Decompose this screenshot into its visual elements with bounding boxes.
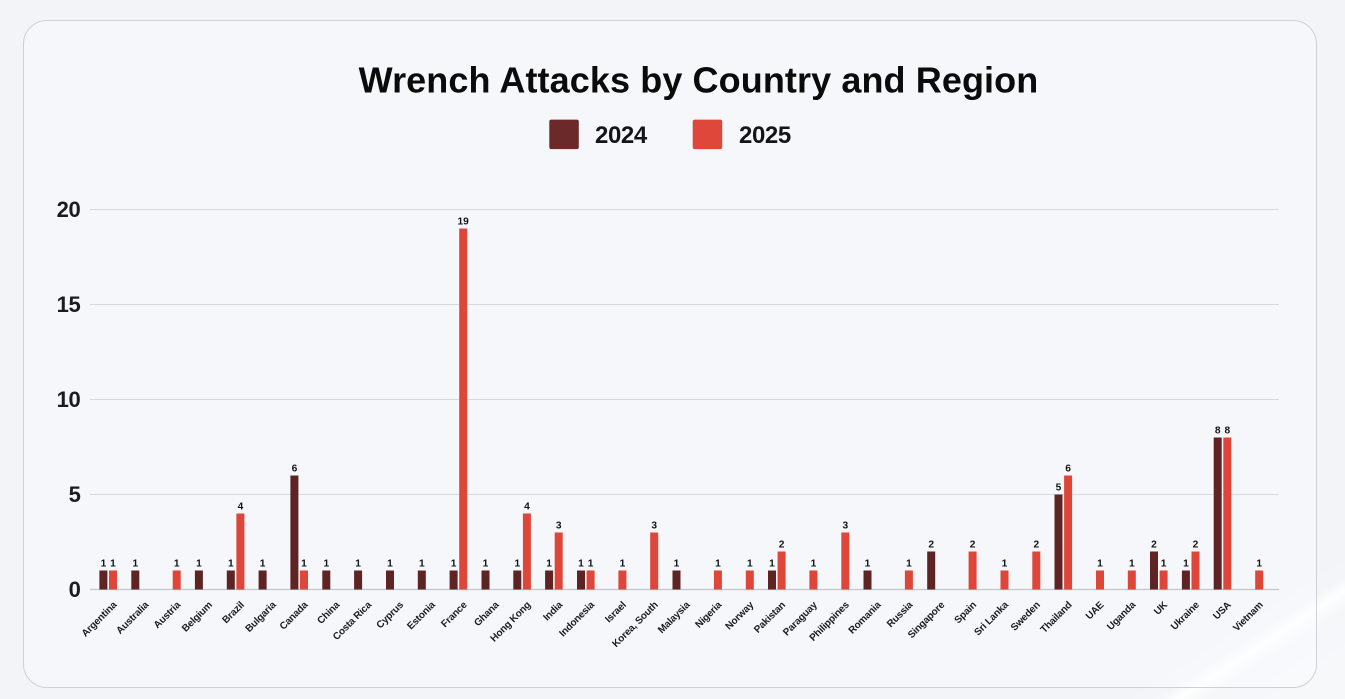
svg-text:Austria: Austria: [152, 599, 184, 631]
svg-text:Cyprus: Cyprus: [375, 599, 407, 631]
svg-text:1: 1: [132, 559, 138, 570]
svg-text:5: 5: [69, 482, 81, 507]
svg-text:Bulgaria: Bulgaria: [244, 599, 279, 634]
svg-text:6: 6: [292, 464, 298, 475]
svg-text:8: 8: [1215, 426, 1221, 437]
svg-text:France: France: [439, 599, 470, 630]
svg-text:Sri Lanka: Sri Lanka: [972, 599, 1011, 638]
svg-text:Romania: Romania: [847, 599, 884, 636]
svg-text:Australia: Australia: [114, 599, 151, 636]
svg-text:3: 3: [556, 521, 562, 532]
svg-text:1: 1: [865, 559, 871, 570]
svg-text:1: 1: [174, 559, 180, 570]
svg-text:0: 0: [69, 577, 81, 602]
svg-text:UAE: UAE: [1084, 599, 1107, 622]
svg-text:4: 4: [524, 502, 530, 513]
svg-text:Belgium: Belgium: [180, 600, 215, 635]
svg-text:China: China: [316, 599, 343, 626]
svg-text:2: 2: [1193, 540, 1199, 551]
svg-text:Ghana: Ghana: [472, 599, 502, 629]
svg-text:1: 1: [110, 559, 116, 570]
svg-text:3: 3: [842, 521, 848, 532]
svg-text:Vietnam: Vietnam: [1231, 600, 1265, 634]
svg-text:1: 1: [769, 559, 775, 570]
svg-text:20: 20: [57, 197, 81, 222]
svg-text:4: 4: [238, 502, 244, 513]
svg-text:6: 6: [1065, 464, 1071, 475]
svg-text:1: 1: [715, 559, 721, 570]
svg-text:1: 1: [483, 559, 489, 570]
svg-text:Russia: Russia: [885, 599, 916, 630]
svg-text:5: 5: [1056, 483, 1062, 494]
svg-text:Ukraine: Ukraine: [1169, 599, 1202, 632]
svg-text:2025: 2025: [739, 122, 791, 149]
svg-text:Brazil: Brazil: [221, 600, 247, 626]
svg-text:1: 1: [1161, 559, 1167, 570]
svg-text:1: 1: [620, 559, 626, 570]
svg-text:Spain: Spain: [953, 600, 979, 626]
svg-text:1: 1: [906, 559, 912, 570]
svg-text:10: 10: [57, 387, 81, 412]
svg-text:1: 1: [387, 559, 393, 570]
svg-text:2: 2: [928, 540, 934, 551]
svg-text:1: 1: [674, 559, 680, 570]
svg-text:1: 1: [588, 559, 594, 570]
svg-text:1: 1: [451, 559, 457, 570]
svg-text:Sweden: Sweden: [1009, 600, 1043, 634]
svg-text:Indonesia: Indonesia: [557, 599, 597, 639]
svg-text:Uganda: Uganda: [1105, 599, 1138, 632]
svg-text:19: 19: [458, 217, 470, 228]
svg-text:1: 1: [514, 559, 520, 570]
svg-text:1: 1: [323, 559, 329, 570]
svg-text:Argentina: Argentina: [80, 599, 120, 639]
svg-text:2: 2: [779, 540, 785, 551]
svg-text:1: 1: [1129, 559, 1135, 570]
svg-text:Thailand: Thailand: [1039, 600, 1075, 636]
svg-text:USA: USA: [1211, 600, 1233, 622]
svg-text:8: 8: [1224, 426, 1230, 437]
svg-text:15: 15: [57, 292, 81, 317]
svg-text:2: 2: [970, 540, 976, 551]
svg-text:1: 1: [260, 559, 266, 570]
svg-text:1: 1: [546, 559, 552, 570]
svg-text:1: 1: [747, 559, 753, 570]
svg-text:Wrench Attacks by Country and: Wrench Attacks by Country and Region: [359, 60, 1039, 101]
svg-text:1: 1: [196, 559, 202, 570]
svg-text:1: 1: [419, 559, 425, 570]
svg-text:Estonia: Estonia: [405, 599, 438, 632]
svg-text:1: 1: [101, 559, 107, 570]
svg-text:2024: 2024: [595, 122, 648, 149]
svg-text:Canada: Canada: [278, 599, 311, 632]
svg-text:1: 1: [301, 559, 307, 570]
svg-text:1: 1: [578, 559, 584, 570]
svg-text:1: 1: [1256, 559, 1262, 570]
svg-text:Nigeria: Nigeria: [693, 599, 724, 630]
svg-text:2: 2: [1151, 540, 1157, 551]
svg-text:UK: UK: [1152, 599, 1170, 617]
svg-text:1: 1: [228, 559, 234, 570]
svg-text:1: 1: [1002, 559, 1008, 570]
svg-text:2: 2: [1033, 540, 1039, 551]
svg-text:1: 1: [811, 559, 817, 570]
svg-text:India: India: [541, 599, 565, 623]
svg-text:3: 3: [651, 521, 657, 532]
svg-text:1: 1: [1097, 559, 1103, 570]
svg-text:Malaysia: Malaysia: [656, 599, 693, 636]
svg-text:1: 1: [1183, 559, 1189, 570]
svg-text:Israel: Israel: [603, 600, 629, 626]
svg-text:1: 1: [355, 559, 361, 570]
